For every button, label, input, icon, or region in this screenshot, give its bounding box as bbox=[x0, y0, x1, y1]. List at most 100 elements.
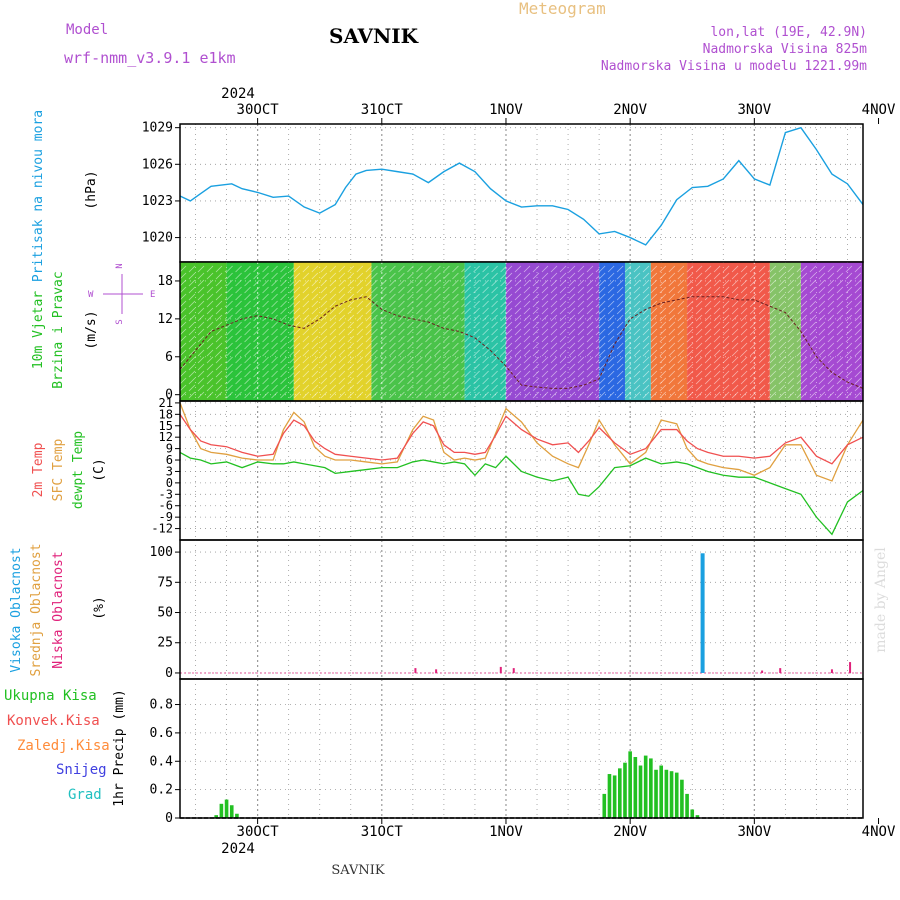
wind-barb bbox=[505, 300, 513, 308]
bottom-time-axis: 30OCT 31OCT 1NOV 2NOV 3NOV 4NOV bbox=[237, 818, 896, 840]
wind-barb bbox=[713, 370, 721, 378]
top-date-label: 3NOV bbox=[737, 102, 771, 118]
wind-barb bbox=[320, 293, 328, 301]
wind-barb bbox=[505, 363, 513, 371]
wind-barb bbox=[659, 370, 667, 378]
wind-barb bbox=[616, 328, 624, 336]
wind-barb bbox=[365, 321, 373, 329]
wind-barb bbox=[633, 265, 641, 273]
wind-barb bbox=[320, 377, 328, 385]
wind-barb bbox=[722, 314, 730, 322]
wind-barb bbox=[271, 356, 278, 364]
wind-barb bbox=[244, 307, 251, 315]
wind-barb bbox=[704, 384, 712, 392]
wind-barb bbox=[758, 363, 766, 371]
wind-barb bbox=[491, 377, 498, 385]
wind-barb bbox=[695, 391, 703, 399]
wind-barb bbox=[197, 272, 205, 280]
wind-barb bbox=[541, 356, 549, 364]
wind-barb bbox=[398, 307, 405, 315]
wind-barb bbox=[398, 300, 405, 308]
wind-barb bbox=[329, 307, 337, 315]
wind-barb bbox=[731, 265, 739, 273]
wind-barb bbox=[226, 293, 233, 301]
wind-barb bbox=[695, 321, 703, 329]
wind-barb bbox=[505, 335, 513, 343]
wind-barb bbox=[215, 300, 223, 308]
wind-barb bbox=[577, 363, 585, 371]
wind-barb bbox=[731, 384, 739, 392]
wind-barb bbox=[668, 377, 676, 385]
wind-barb bbox=[677, 286, 685, 294]
wind-barb bbox=[836, 321, 844, 329]
wind-barb bbox=[371, 293, 378, 301]
wind-barb bbox=[253, 286, 260, 294]
cloud-grid bbox=[180, 540, 863, 679]
wind-barb bbox=[452, 321, 459, 329]
precip-bar bbox=[654, 769, 658, 818]
wind-barb bbox=[293, 300, 301, 308]
wind-barb bbox=[616, 307, 624, 315]
y-tick-label: 75 bbox=[157, 575, 173, 590]
wind-barb bbox=[633, 328, 641, 336]
wind-barb bbox=[416, 377, 423, 385]
wind-barb bbox=[642, 342, 650, 350]
wind-barb bbox=[704, 370, 712, 378]
y-tick-label: -12 bbox=[151, 522, 173, 536]
wind-barb bbox=[642, 363, 650, 371]
wind-barb bbox=[407, 307, 414, 315]
wind-barb bbox=[356, 335, 364, 343]
wind-barb bbox=[598, 300, 606, 308]
wind-barb bbox=[778, 279, 786, 287]
wind-barb bbox=[616, 356, 624, 364]
wind-barb bbox=[550, 272, 558, 280]
wind-barb bbox=[389, 286, 396, 294]
wind-barb bbox=[380, 265, 387, 273]
wind-barb bbox=[827, 342, 835, 350]
wind-barb bbox=[514, 356, 522, 364]
temp-2m-line bbox=[179, 413, 864, 465]
wind-barb bbox=[616, 272, 624, 280]
wind-barb bbox=[586, 342, 594, 350]
wind-barb bbox=[827, 286, 835, 294]
wind-barb bbox=[722, 293, 730, 301]
precip-bar bbox=[680, 779, 684, 818]
wind-barb bbox=[302, 328, 310, 336]
wind-barb bbox=[532, 384, 540, 392]
wind-barb bbox=[577, 384, 585, 392]
wind-barb bbox=[568, 377, 576, 385]
wind-barb bbox=[491, 342, 498, 350]
wind-barb bbox=[800, 293, 808, 301]
wind-barb bbox=[827, 349, 835, 357]
wind-barb bbox=[407, 349, 414, 357]
wind-barb bbox=[452, 349, 459, 357]
wind-barb bbox=[650, 384, 658, 392]
wind-barb bbox=[215, 363, 223, 371]
wind-barb bbox=[800, 300, 808, 308]
wind-barb bbox=[586, 328, 594, 336]
wind-barb bbox=[329, 328, 337, 336]
wind-band-4 bbox=[464, 262, 506, 401]
wind-barb bbox=[559, 300, 567, 308]
wind-barb bbox=[226, 272, 233, 280]
wind-barb bbox=[338, 363, 346, 371]
wind-barb bbox=[749, 377, 757, 385]
wind-barb bbox=[329, 286, 337, 294]
wind-barb bbox=[215, 286, 223, 294]
wind-barb bbox=[253, 314, 260, 322]
wind-barb bbox=[532, 342, 540, 350]
wind-barb bbox=[854, 349, 862, 357]
wind-barb bbox=[532, 335, 540, 343]
wind-barb bbox=[845, 314, 853, 322]
wind-barb bbox=[749, 272, 757, 280]
wind-barb bbox=[271, 370, 278, 378]
wind-barb bbox=[244, 293, 251, 301]
wind-barb bbox=[407, 328, 414, 336]
wind-barb bbox=[731, 300, 739, 308]
wind-barb bbox=[523, 307, 531, 315]
wind-barb bbox=[226, 286, 233, 294]
wind-barb bbox=[293, 370, 301, 378]
wind-barb bbox=[650, 342, 658, 350]
wind-barb bbox=[778, 391, 786, 399]
wind-barb bbox=[389, 377, 396, 385]
